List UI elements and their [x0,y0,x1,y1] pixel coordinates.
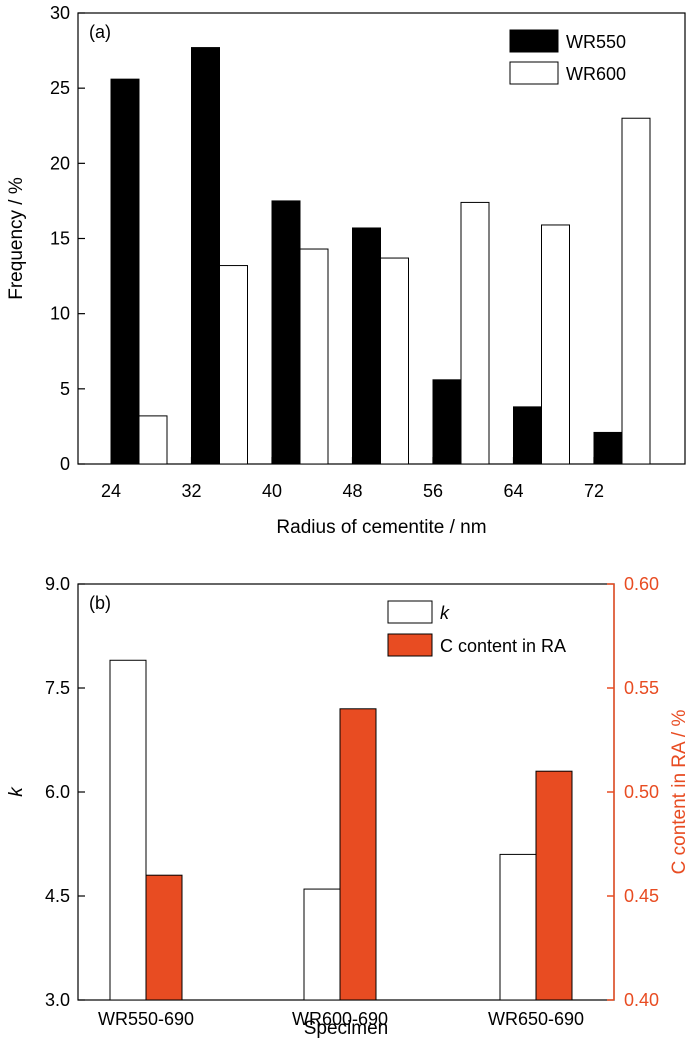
y-tick-label: 10 [50,304,70,324]
bar-wr600-40 [299,248,329,465]
y-axis-a: 0 5 10 15 20 25 30 [50,3,85,474]
bar-k-wr650-690 [499,853,537,1001]
bar-k-wr600-690 [303,888,341,1001]
y2-tick-label: 0.40 [624,990,659,1010]
bar-wr600-48 [380,257,409,465]
bar-wr550-48 [352,227,381,465]
y2-tick-label: 0.45 [624,886,659,906]
bar-k-wr550-690 [109,659,147,1001]
legend-label-k: k [440,603,450,623]
legend-a: WR550 WR600 [509,29,626,85]
bar-wr550-40 [271,200,301,465]
legend-swatch-wr600 [509,61,559,85]
y-axis-label-a: Frequency / % [6,177,27,300]
x-axis-label-b: Specimen [304,1018,389,1039]
bar-wr550-72 [593,431,623,465]
y-axis-b: 3.0 4.5 6.0 7.5 9.0 [45,574,85,1010]
bar-wr550-64 [513,406,542,465]
bar-c-content-wr550-690 [145,874,183,1001]
y-tick-label: 6.0 [45,782,70,802]
bar-c-content-wr650-690 [535,770,573,1001]
bars-b [109,659,573,1001]
bar-wr600-56 [460,201,490,465]
bar-wr550-24 [110,78,140,465]
chart-panel-a: 0 5 10 15 20 25 30 24 32 40 48 56 64 72 (a) Radius o… [6,3,686,538]
y-tick-label: 9.0 [45,574,70,594]
panel-label-a: (a) [89,22,111,42]
y2-axis-label-b: C content in RA / % [669,710,690,875]
y-axis-label-b: k [6,786,27,797]
x-axis-label-a: Radius of cementite / nm [276,517,486,538]
y-tick-label: 4.5 [45,886,70,906]
legend-label-wr550: WR550 [566,32,626,52]
x-axis-b: WR550-690 WR600-690 WR650-690 [98,1009,584,1029]
legend-label-c-content: C content in RA [440,636,566,656]
bar-c-content-wr600-690 [339,708,377,1001]
y2-tick-label: 0.50 [624,782,659,802]
y-tick-label: 3.0 [45,990,70,1010]
y-tick-label: 5 [60,379,70,399]
y2-tick-label: 0.60 [624,574,659,594]
bar-wr600-64 [541,224,570,465]
bars-a [110,47,651,465]
legend-swatch-k [387,600,433,624]
legend-label-wr600: WR600 [566,64,626,84]
bar-wr550-56 [432,379,462,465]
bar-wr600-32 [219,265,248,465]
chart-panel-b: 3.0 4.5 6.0 7.5 9.0 0.40 0.45 0.50 0.55 0.60 WR5… [6,574,690,1039]
legend-b: k C content in RA [387,600,566,657]
bar-wr550-32 [191,47,220,465]
x-tick-label: 48 [342,481,362,501]
bar-wr600-24 [138,415,168,465]
x-tick-label: WR550-690 [98,1009,194,1029]
y-tick-label: 0 [60,454,70,474]
x-tick-label: 32 [181,481,201,501]
bar-wr600-72 [621,117,651,465]
y-tick-label: 7.5 [45,678,70,698]
x-tick-label: 56 [423,481,443,501]
y-tick-label: 30 [50,3,70,23]
x-tick-label: 24 [101,481,121,501]
y2-tick-label: 0.55 [624,678,659,698]
x-tick-label: 40 [262,481,282,501]
legend-swatch-wr550 [509,29,559,53]
panel-label-b: (b) [89,593,111,613]
x-tick-label: 64 [503,481,523,501]
x-tick-label: WR650-690 [488,1009,584,1029]
x-tick-label: WR600-690 [292,1009,388,1029]
y-tick-label: 15 [50,229,70,249]
y2-axis-b: 0.40 0.45 0.50 0.55 0.60 [607,574,659,1010]
y-tick-label: 20 [50,153,70,173]
y-tick-label: 25 [50,78,70,98]
legend-swatch-c-content [387,633,433,657]
x-tick-label: 72 [584,481,604,501]
